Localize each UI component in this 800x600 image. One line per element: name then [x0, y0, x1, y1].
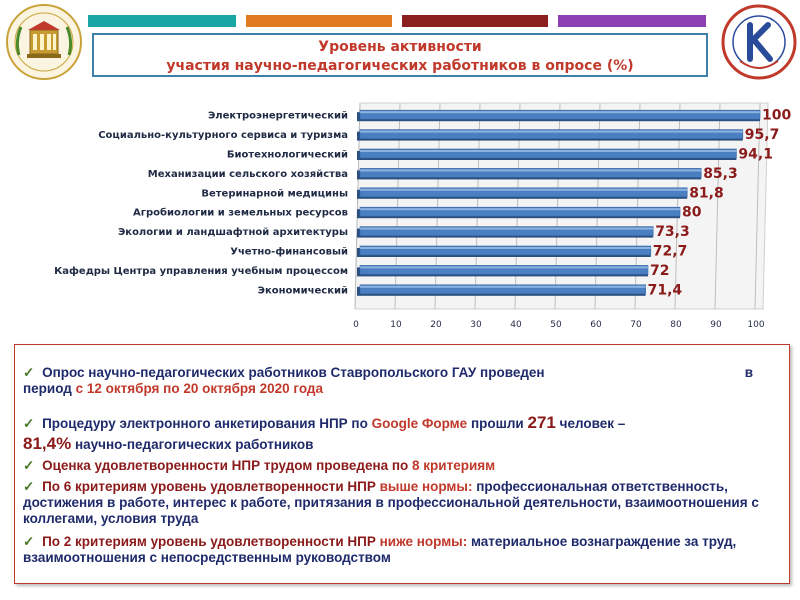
bar-highlight [360, 227, 654, 230]
quality-seal-icon [720, 3, 798, 81]
bar [359, 245, 652, 256]
chart-title-line-2: участия научно-педагогических работников… [166, 58, 634, 74]
value-label: 85,3 [703, 166, 738, 182]
value-label: 71,4 [648, 282, 683, 298]
x-tick-label: 40 [510, 320, 522, 330]
bullet-2-tail: научно-педагогических работников [74, 437, 314, 452]
bar-highlight [360, 130, 743, 133]
bar [359, 265, 649, 275]
value-label: 100 [762, 108, 791, 124]
bar [359, 226, 654, 236]
check-icon: ✓ [23, 458, 35, 473]
x-tick-label: 10 [390, 320, 402, 330]
info-bullet-2: ✓ Процедуру электронного анкетирования Н… [23, 413, 775, 455]
check-icon: ✓ [23, 365, 35, 380]
bar-highlight [360, 208, 680, 211]
bullet-5-highlight: ниже нормы: [379, 534, 468, 549]
university-emblem-icon [5, 3, 83, 81]
bullet-5-pre: По 2 критериям уровень удовлетворенности… [42, 534, 376, 549]
bullet-1-dates: с 12 октября по 20 октября 2020 года [75, 381, 323, 396]
category-label: Ветеринарной медицины [201, 188, 348, 199]
value-label: 95,7 [745, 127, 780, 143]
bar-chart-svg: 0 10 20 30 40 50 60 70 80 90 100 Электроэнергетичес… [54, 102, 791, 330]
bar [359, 109, 761, 120]
bullet-1-in: в [744, 365, 753, 380]
bullet-4-text: профессиональная ответственность, достиж… [23, 479, 759, 526]
bullet-2-count: 271 [527, 413, 556, 432]
x-tick-label: 100 [747, 320, 764, 330]
top-bar-1 [88, 15, 236, 27]
category-label: Социально-культурного сервиса и туризма [98, 130, 348, 141]
category-label: Биотехнологический [227, 150, 348, 161]
info-bullet-4: ✓ По 6 критериям уровень удовлетвореннос… [23, 479, 775, 527]
top-bar-3 [402, 15, 548, 27]
bullet-2-percent: 81,4% [23, 434, 72, 453]
bar [359, 148, 737, 159]
value-label: 81,8 [689, 185, 724, 201]
category-label: Механизации сельского хозяйства [148, 169, 348, 180]
bullet-2-post: человек – [559, 416, 626, 431]
x-tick-label: 90 [710, 320, 722, 330]
bar-highlight [360, 266, 648, 269]
chart-title-box: Уровень активности участия научно-педаго… [92, 33, 708, 77]
top-bar-2 [246, 15, 392, 27]
bullet-4-highlight: выше нормы: [379, 479, 473, 494]
bar-highlight [360, 188, 688, 191]
bullet-1-text: Опрос научно-педагогических работников С… [42, 365, 545, 380]
bullet-2-mid: прошли [470, 416, 524, 431]
bar [359, 187, 688, 198]
x-tick-label: 50 [550, 320, 562, 330]
bullet-3-criteria: 8 критериям [412, 458, 496, 473]
category-label: Агробиологии и земельных ресурсов [133, 207, 348, 219]
bar-highlight [360, 150, 737, 152]
bar [359, 284, 646, 295]
bar [359, 206, 681, 217]
bar-highlight [360, 169, 702, 172]
value-label: 72 [650, 263, 669, 279]
bar [359, 129, 744, 139]
value-label: 80 [682, 205, 702, 221]
info-bullet-5: ✓ По 2 критериям уровень удовлетвореннос… [23, 534, 775, 566]
bar-chart: 0 10 20 30 40 50 60 70 80 90 100 Электроэнергетичес… [0, 95, 800, 335]
x-tick-label: 80 [670, 320, 682, 330]
x-tick-label: 70 [630, 320, 642, 330]
bullet-5-text: материальное вознаграждение за труд, вза… [23, 534, 737, 565]
bar-highlight [360, 247, 651, 249]
category-label: Экономический [258, 285, 348, 296]
category-label: Кафедры Центра управления учебным процес… [54, 265, 348, 277]
bar-highlight [360, 111, 760, 114]
bullet-4-pre: По 6 критериям уровень удовлетворенности… [42, 479, 376, 494]
chart-title-line-1: Уровень активности [318, 39, 482, 55]
check-icon: ✓ [23, 534, 35, 549]
category-label: Учетно-финансовый [230, 246, 348, 258]
info-bullet-1: ✓ Опрос научно-педагогических работников… [23, 365, 775, 397]
value-label: 73,3 [655, 224, 690, 240]
bullet-2-google: Google Форме [371, 416, 468, 431]
bar [359, 168, 702, 178]
bar-highlight [360, 285, 646, 288]
value-label: 72,7 [653, 244, 688, 260]
top-bar-4 [558, 15, 706, 27]
category-label: Экологии и ландшафтной архитектуры [118, 226, 348, 238]
x-tick-label: 60 [590, 320, 602, 330]
category-label: Электроэнергетический [208, 111, 348, 122]
check-icon: ✓ [23, 416, 35, 431]
x-tick-label: 20 [430, 320, 442, 330]
gridline [754, 102, 761, 310]
info-box: ✓ Опрос научно-педагогических работников… [14, 344, 790, 584]
x-tick-label: 0 [353, 320, 359, 330]
x-tick-label: 30 [470, 320, 482, 330]
bullet-3-pre: Оценка удовлетворенности НПР трудом пров… [42, 458, 409, 473]
check-icon: ✓ [23, 479, 35, 494]
value-label: 94,1 [738, 147, 773, 163]
info-bullet-3: ✓ Оценка удовлетворенности НПР трудом пр… [23, 458, 775, 474]
bullet-1-period: период [23, 381, 72, 396]
bullet-2-pre: Процедуру электронного анкетирования НПР… [42, 416, 368, 431]
